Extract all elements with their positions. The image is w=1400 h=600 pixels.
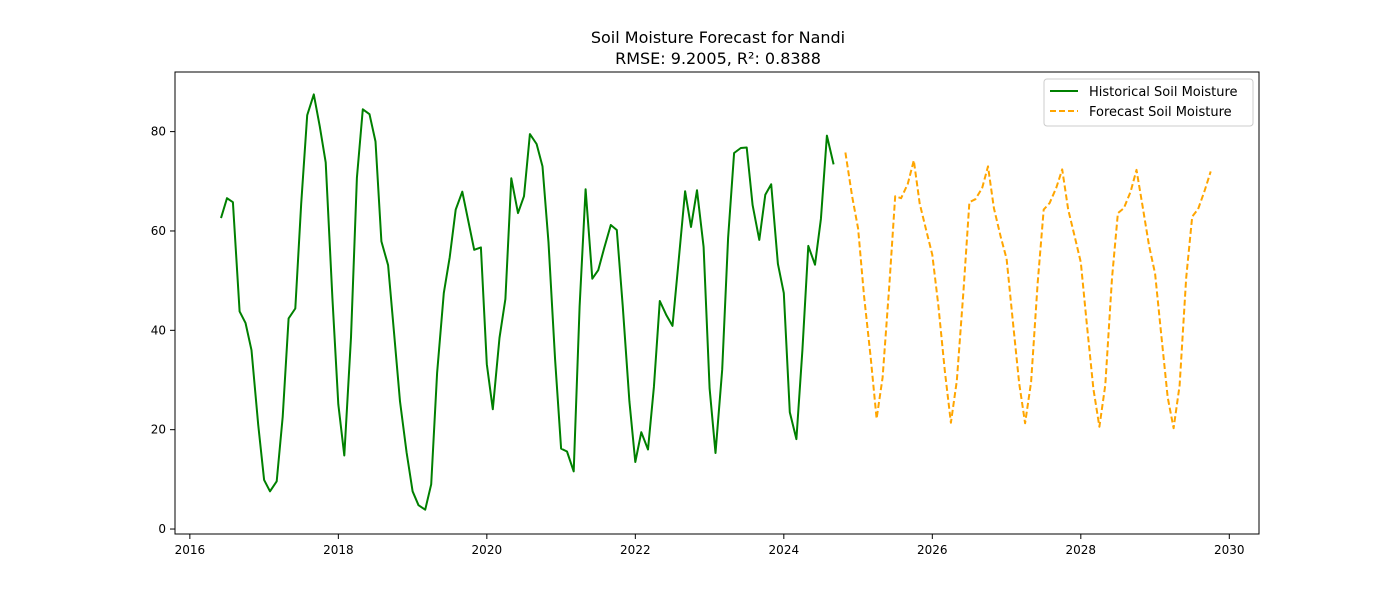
y-axis: 0 20 40 60 80 xyxy=(151,125,175,536)
y-tick-label: 0 xyxy=(158,522,166,536)
x-tick-label: 2018 xyxy=(323,543,354,557)
legend-label-forecast: Forecast Soil Moisture xyxy=(1089,105,1232,120)
plot-area xyxy=(220,93,1212,511)
x-tick-label: 2020 xyxy=(472,543,503,557)
legend: Historical Soil Moisture Forecast Soil M… xyxy=(1043,78,1254,127)
x-axis: 2016 2018 2020 2022 2024 2026 2028 2030 xyxy=(175,534,1245,557)
x-tick-label: 2016 xyxy=(175,543,206,557)
y-tick-label: 40 xyxy=(151,323,166,337)
y-tick-label: 60 xyxy=(151,224,166,238)
historical-series-line xyxy=(220,93,835,511)
x-tick-label: 2030 xyxy=(1214,543,1245,557)
y-tick-label: 80 xyxy=(151,125,166,139)
x-tick-label: 2028 xyxy=(1066,543,1097,557)
plot-frame xyxy=(174,71,1260,535)
chart-title: Soil Moisture Forecast for Nandi xyxy=(591,28,845,47)
chart-subtitle: RMSE: 9.2005, R²: 0.8388 xyxy=(615,49,821,68)
legend-box xyxy=(1043,78,1254,127)
forecast-series-line xyxy=(844,152,1212,430)
x-tick-label: 2022 xyxy=(620,543,651,557)
y-tick-label: 20 xyxy=(151,423,166,437)
legend-label-historical: Historical Soil Moisture xyxy=(1089,85,1238,100)
x-tick-label: 2024 xyxy=(769,543,800,557)
x-tick-label: 2026 xyxy=(917,543,948,557)
